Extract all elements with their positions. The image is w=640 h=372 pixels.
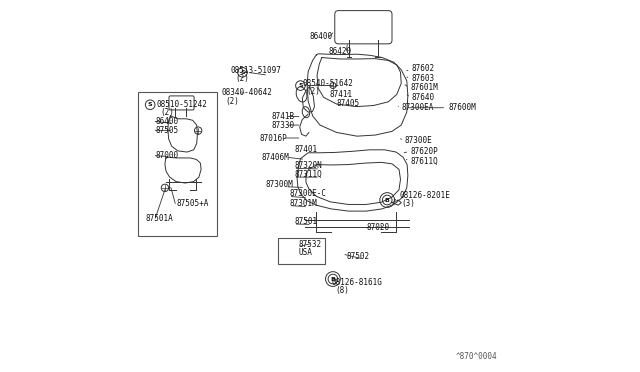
Text: 08126-8201E: 08126-8201E <box>399 191 450 200</box>
Text: 87320N: 87320N <box>295 161 323 170</box>
Text: ^870^0004: ^870^0004 <box>456 352 497 361</box>
Text: 08513-51097: 08513-51097 <box>230 66 282 75</box>
Text: (2): (2) <box>225 97 239 106</box>
Text: 87405: 87405 <box>337 99 360 108</box>
Text: 86420: 86420 <box>328 47 351 56</box>
Text: 87620P: 87620P <box>410 147 438 156</box>
Text: 87406M: 87406M <box>262 153 289 162</box>
Text: 87502: 87502 <box>347 252 370 261</box>
Text: 87300E: 87300E <box>405 137 433 145</box>
Text: 87301M: 87301M <box>290 199 317 208</box>
Text: 87411: 87411 <box>329 90 353 99</box>
Text: 08510-51242: 08510-51242 <box>156 100 207 109</box>
Text: 87501: 87501 <box>295 217 318 226</box>
Text: B: B <box>385 198 390 202</box>
Text: 87611Q: 87611Q <box>410 157 438 166</box>
Text: 87601M: 87601M <box>410 83 438 92</box>
Text: 08126-8161G: 08126-8161G <box>331 278 382 287</box>
Text: 87640: 87640 <box>412 93 435 102</box>
Text: (2): (2) <box>307 87 321 96</box>
Text: 08340-40642: 08340-40642 <box>221 89 272 97</box>
Text: 87603: 87603 <box>412 74 435 83</box>
Text: S: S <box>240 70 244 75</box>
Text: (3): (3) <box>401 199 415 208</box>
Text: S: S <box>148 102 152 107</box>
Text: 87000: 87000 <box>156 151 179 160</box>
Text: 87311Q: 87311Q <box>295 170 323 179</box>
Text: 87300E-C: 87300E-C <box>290 189 327 198</box>
Text: 87300M: 87300M <box>266 180 293 189</box>
Text: 87016P: 87016P <box>259 134 287 142</box>
Text: 87020: 87020 <box>366 222 389 231</box>
Text: 87602: 87602 <box>412 64 435 73</box>
Text: 87401: 87401 <box>294 145 317 154</box>
Text: 87600M: 87600M <box>449 103 476 112</box>
Text: 87330: 87330 <box>271 121 295 129</box>
Text: 87501A: 87501A <box>146 214 173 222</box>
Text: 8741B: 8741B <box>271 112 295 121</box>
Text: S: S <box>298 83 303 88</box>
Text: 08540-51642: 08540-51642 <box>302 78 353 87</box>
Text: USA: USA <box>299 248 312 257</box>
Text: (2): (2) <box>161 108 174 117</box>
Text: 87505: 87505 <box>156 126 179 135</box>
Text: (8): (8) <box>335 286 349 295</box>
Text: 87300EA: 87300EA <box>402 103 435 112</box>
Text: 87505+A: 87505+A <box>176 199 209 208</box>
Text: 86400: 86400 <box>310 32 333 41</box>
Text: B: B <box>330 276 335 282</box>
Text: 87532: 87532 <box>299 240 322 249</box>
Text: 86400: 86400 <box>156 117 179 126</box>
Text: (2): (2) <box>235 74 249 83</box>
